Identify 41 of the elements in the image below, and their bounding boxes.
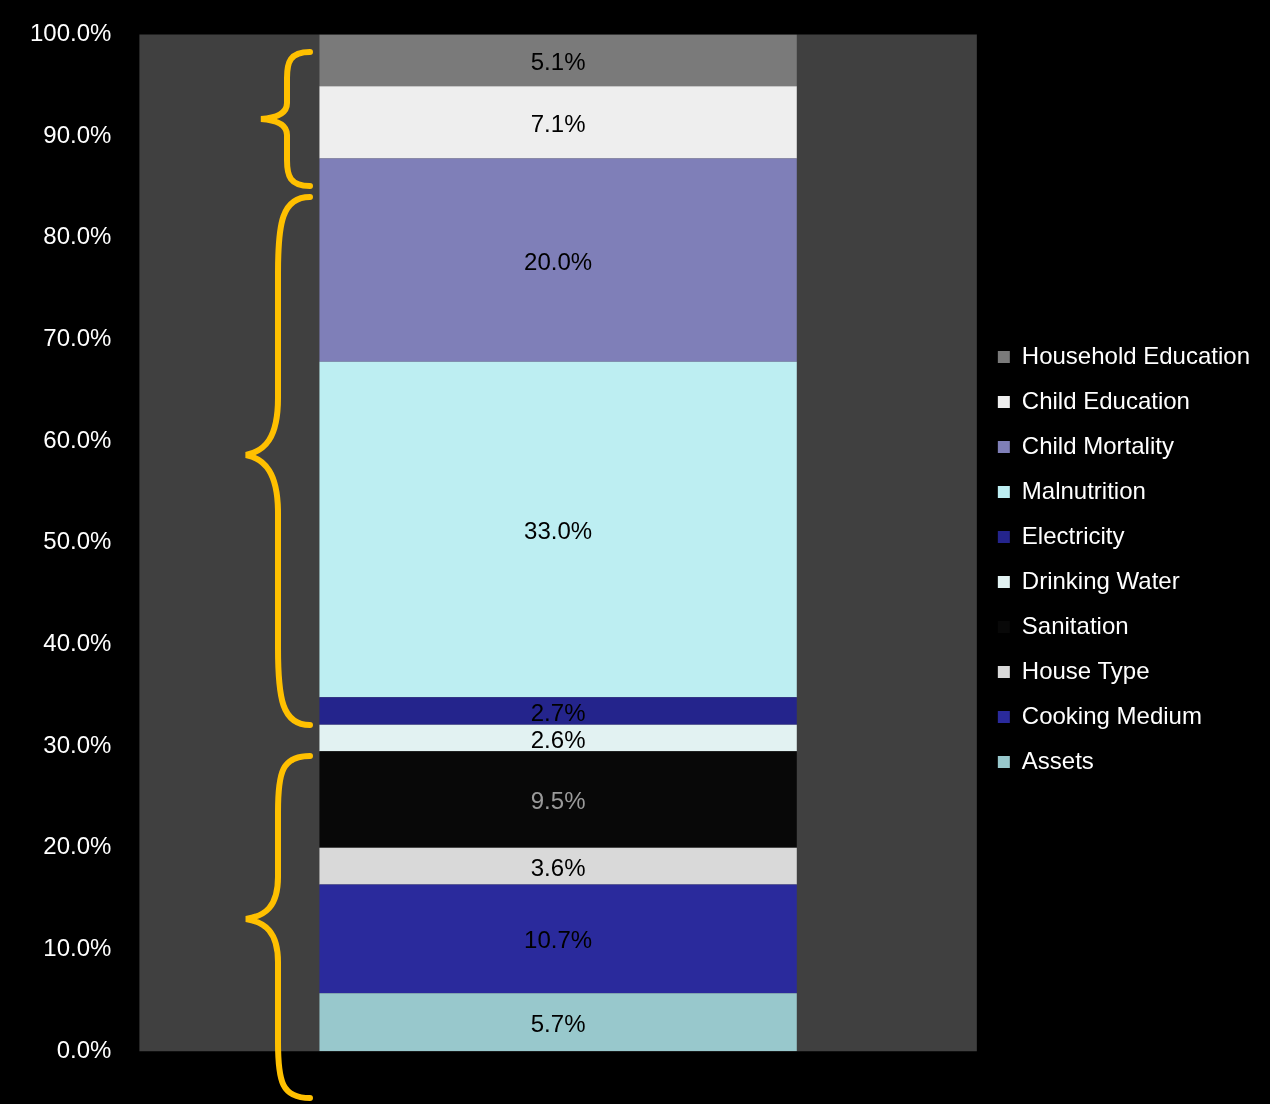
text: 5.7% — [530, 1009, 586, 1037]
legend-label: Drinking Water — [1021, 566, 1180, 594]
text: 7.1% — [530, 109, 586, 137]
text: 10.7% — [524, 926, 593, 954]
bar — [319, 724, 797, 752]
bar — [319, 993, 797, 1052]
text: 2.6% — [530, 725, 586, 753]
y-tick-label: 90.0% — [43, 120, 112, 148]
legend-label: Malnutrition — [1021, 476, 1146, 504]
y-tick-label: 50.0% — [43, 527, 112, 555]
legend-label: Cooking Medium — [1021, 701, 1202, 729]
text: 9.5% — [530, 787, 586, 815]
legend-label: Household Education — [1021, 341, 1251, 369]
bar — [319, 697, 797, 725]
y-tick-label: 70.0% — [43, 324, 112, 352]
legend-label: Assets — [1021, 746, 1094, 774]
legend-label: Electricity — [1021, 521, 1125, 549]
legend-label: Sanitation — [1021, 611, 1129, 639]
y-tick-label: 100.0% — [29, 19, 112, 47]
text: 5.1% — [530, 47, 586, 75]
text: 3.6% — [530, 853, 586, 881]
y-tick-label: 60.0% — [43, 425, 112, 453]
legend-label: Child Mortality — [1021, 431, 1174, 459]
bar — [319, 847, 797, 885]
legend-label: Child Education — [1021, 386, 1190, 414]
y-tick-label: 10.0% — [43, 934, 112, 962]
y-tick-label: 80.0% — [43, 222, 112, 250]
y-tick-label: 40.0% — [43, 629, 112, 657]
legend-label: House Type — [1021, 656, 1150, 684]
y-tick-label: 20.0% — [43, 832, 112, 860]
text: 20.0% — [524, 247, 593, 275]
bar — [319, 751, 797, 848]
y-tick-label: 0.0% — [56, 1035, 112, 1063]
bar — [319, 158, 797, 362]
bar — [319, 34, 797, 87]
text: 2.7% — [530, 698, 586, 726]
bar — [319, 86, 797, 159]
bar — [319, 361, 797, 698]
text: 33.0% — [524, 517, 593, 545]
bar — [319, 884, 797, 994]
y-tick-label: 30.0% — [43, 730, 112, 758]
